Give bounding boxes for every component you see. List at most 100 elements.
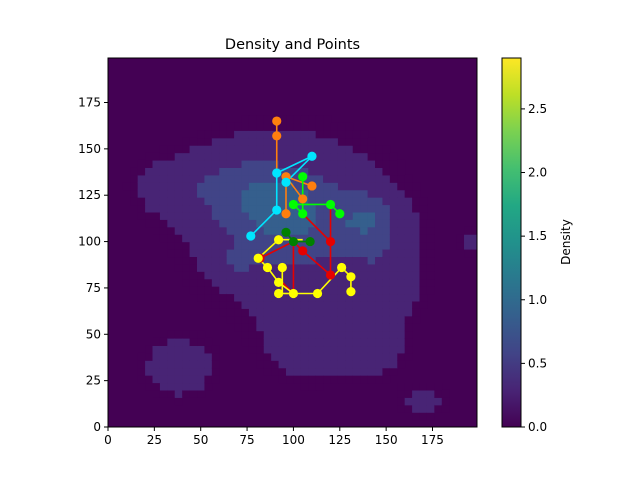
density-cell	[315, 130, 324, 139]
density-cell	[204, 286, 213, 295]
density-cell	[226, 286, 235, 295]
density-cell	[263, 286, 272, 295]
density-cell	[419, 234, 428, 243]
density-cell	[226, 204, 235, 213]
density-cell	[397, 286, 406, 295]
density-cell	[226, 248, 235, 258]
density-cell	[152, 337, 161, 347]
density-cell	[330, 152, 339, 161]
density-cell	[397, 389, 406, 398]
density-cell	[330, 182, 339, 191]
density-cell	[248, 197, 257, 206]
density-cell	[286, 219, 295, 228]
density-cell	[234, 315, 243, 324]
data-point	[325, 270, 336, 280]
density-cell	[197, 130, 206, 139]
density-cell	[256, 197, 265, 206]
density-cell	[315, 271, 324, 280]
density-cell	[248, 226, 257, 235]
density-cell	[323, 122, 332, 131]
density-cell	[308, 130, 317, 139]
density-cell	[256, 122, 265, 131]
density-cell	[397, 256, 406, 265]
density-cell	[174, 145, 183, 154]
density-cell	[315, 315, 324, 324]
density-cell	[234, 197, 243, 206]
density-cell	[197, 330, 206, 339]
density-cell	[315, 167, 324, 176]
density-cell	[226, 234, 235, 243]
density-cell	[152, 226, 161, 235]
density-cell	[308, 115, 317, 124]
density-cell	[234, 145, 243, 154]
density-cell	[271, 241, 280, 250]
density-cell	[397, 404, 406, 413]
density-cell	[145, 204, 154, 213]
data-point	[277, 262, 287, 273]
density-cell	[271, 367, 280, 376]
density-cell	[389, 159, 398, 168]
density-cell	[234, 219, 243, 228]
density-cell	[204, 367, 213, 376]
density-cell	[337, 345, 346, 354]
density-cell	[263, 330, 272, 339]
density-cell	[204, 211, 213, 220]
density-cell	[167, 367, 176, 376]
density-cell	[323, 182, 332, 191]
density-cell	[174, 352, 183, 361]
density-cell	[300, 234, 309, 243]
density-cell	[300, 167, 309, 176]
density-cell	[412, 197, 421, 206]
density-cell	[271, 263, 280, 272]
density-cell	[360, 174, 369, 183]
density-cell	[211, 167, 220, 176]
density-cell	[234, 211, 243, 220]
density-cell	[241, 211, 250, 220]
density-cell	[300, 263, 309, 272]
density-cell	[256, 352, 265, 361]
density-cell	[182, 256, 191, 265]
density-cell	[412, 234, 421, 243]
density-cell	[337, 219, 346, 228]
density-cell	[145, 375, 154, 384]
density-cell	[382, 271, 391, 280]
data-point	[325, 236, 336, 247]
density-cell	[337, 360, 346, 369]
density-cell	[241, 300, 250, 309]
density-cell	[234, 286, 243, 295]
density-cell	[315, 241, 324, 250]
density-cell	[426, 263, 435, 272]
density-cell	[226, 315, 235, 324]
density-cell	[293, 360, 302, 369]
density-cell	[308, 159, 317, 168]
density-cell	[286, 345, 295, 354]
density-cell	[330, 159, 339, 168]
density-cell	[308, 367, 317, 376]
density-cell	[434, 389, 443, 398]
density-cell	[263, 189, 272, 198]
density-cell	[159, 226, 168, 235]
density-cell	[337, 130, 346, 139]
density-cell	[419, 204, 428, 213]
density-cell	[464, 226, 473, 235]
density-cell	[174, 211, 183, 220]
density-cell	[404, 204, 413, 213]
density-cell	[278, 219, 287, 228]
density-cell	[360, 130, 369, 139]
density-cell	[211, 278, 220, 287]
density-cell	[308, 256, 317, 265]
density-cell	[271, 352, 280, 361]
density-cell	[278, 360, 287, 369]
series-segment	[250, 209, 278, 237]
x-tick-label: 125	[328, 433, 351, 447]
data-point	[325, 199, 336, 210]
density-cell	[330, 293, 339, 302]
y-tick-label: 75	[86, 281, 101, 295]
density-cell	[278, 167, 287, 176]
density-cell	[293, 330, 302, 339]
density-cell	[182, 137, 191, 146]
density-cell	[337, 300, 346, 309]
density-cell	[404, 293, 413, 302]
density-cell	[367, 152, 376, 161]
density-cell	[182, 219, 191, 228]
